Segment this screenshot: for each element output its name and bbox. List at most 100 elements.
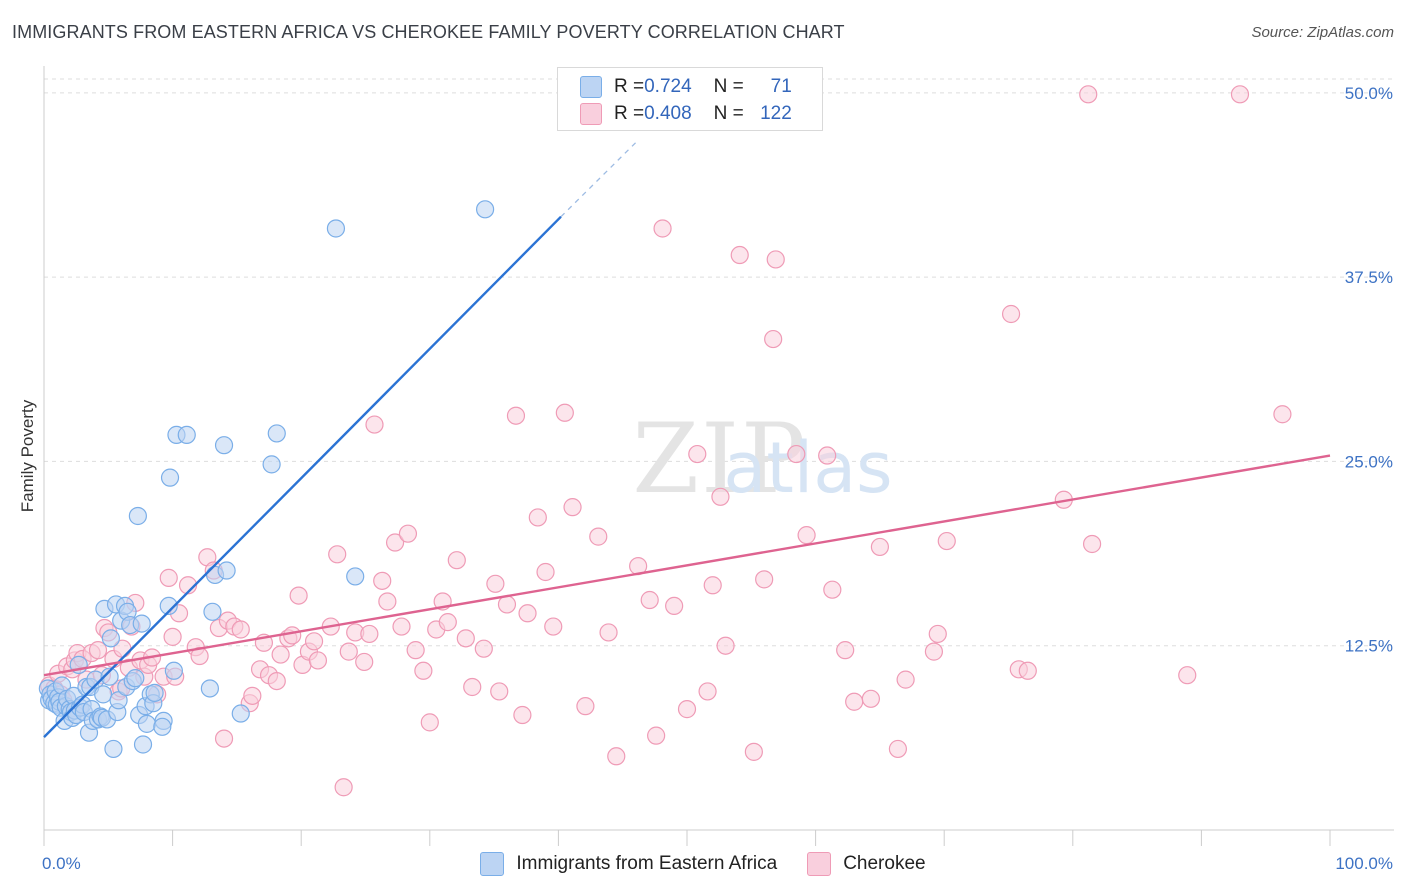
legend-row-eastern-africa: R = 0.724 N = 71 [580, 75, 792, 99]
data-point [339, 642, 358, 661]
data-point [589, 527, 608, 546]
y-tick-labels: 12.5% 25.0% 37.5% 50.0% [1345, 84, 1393, 656]
data-point [818, 446, 837, 465]
data-point [665, 596, 684, 616]
data-point [328, 545, 347, 564]
data-point [398, 524, 418, 543]
data-point [1178, 666, 1197, 685]
y-axis-label: Family Poverty [18, 399, 37, 513]
y-tick-label: 37.5% [1345, 268, 1393, 287]
data-point [132, 614, 151, 633]
data-point [518, 604, 537, 623]
data-point [94, 685, 113, 704]
x-tick-label: 0.0% [42, 854, 81, 873]
data-point [711, 487, 730, 506]
data-point [1230, 85, 1250, 104]
data-point [730, 245, 749, 265]
data-point [283, 626, 302, 645]
legend-r-label: R = [614, 103, 645, 124]
data-point [133, 735, 153, 754]
data-point [607, 747, 626, 766]
legend-r-value: 0.724 [644, 76, 692, 97]
data-point [271, 645, 290, 664]
data-point [755, 570, 774, 589]
data-point [267, 671, 286, 691]
legend-n-value: 71 [770, 76, 792, 97]
data-point [845, 692, 864, 711]
legend-swatch-pink [580, 103, 602, 125]
data-point [406, 641, 425, 660]
data-point [486, 574, 505, 593]
data-point [555, 403, 574, 422]
y-tick-label: 25.0% [1345, 452, 1393, 471]
data-point [153, 717, 172, 736]
data-point [200, 679, 219, 698]
data-point [888, 739, 908, 759]
data-point [360, 624, 379, 644]
data-point [214, 729, 234, 748]
data-point [145, 683, 164, 702]
legend-n-value: 122 [760, 103, 792, 124]
data-point [100, 667, 119, 686]
data-point [163, 627, 182, 646]
legend-label: Cherokee [843, 853, 926, 874]
data-point [797, 526, 816, 545]
legend-swatch-blue [480, 852, 505, 876]
data-point [1018, 661, 1037, 680]
trend-line-extension [560, 141, 638, 218]
data-point [474, 639, 493, 658]
data-point [420, 713, 439, 732]
data-point [640, 590, 659, 610]
data-point [385, 533, 405, 552]
data-point [159, 568, 178, 587]
data-point [392, 617, 411, 636]
data-point [896, 670, 915, 689]
y-tick-label: 50.0% [1345, 84, 1393, 103]
data-point [506, 406, 526, 425]
trend-lines [43, 141, 1331, 738]
data-point [490, 682, 509, 701]
data-point [365, 415, 384, 434]
data-point [924, 642, 944, 661]
data-point [544, 617, 563, 636]
data-point [203, 602, 222, 621]
data-point [456, 629, 475, 648]
data-point [308, 651, 328, 670]
data-point [217, 561, 236, 580]
data-point [231, 704, 250, 723]
data-point [688, 444, 707, 464]
data-point [599, 623, 618, 642]
data-point [703, 576, 722, 595]
source-credit: Source: ZipAtlas.com [1251, 24, 1394, 41]
data-point [334, 778, 353, 797]
data-point [563, 498, 582, 517]
data-point [101, 629, 120, 648]
x-tick-labels: 0.0% 100.0% [42, 854, 1393, 873]
data-point [937, 531, 956, 551]
data-point [463, 677, 482, 697]
data-point [716, 636, 735, 655]
legend-n-label: N = [713, 103, 744, 124]
data-point [378, 592, 397, 611]
data-point [836, 641, 855, 660]
data-point [744, 742, 763, 761]
legend-r-value: 0.408 [644, 103, 692, 124]
data-point [438, 613, 457, 632]
data-point [243, 686, 262, 705]
data-point [326, 219, 346, 238]
data-point [861, 689, 880, 708]
data-point [513, 705, 532, 725]
chart-title: IMMIGRANTS FROM EASTERN AFRICA VS CHEROK… [12, 22, 845, 42]
data-point [373, 571, 392, 590]
legend-n-label: N = [713, 76, 744, 97]
data-point [536, 562, 555, 582]
data-point [355, 652, 374, 672]
data-point [764, 329, 783, 349]
data-point [289, 586, 308, 605]
trend-line [43, 215, 562, 738]
data-point [928, 624, 947, 644]
data-point [475, 200, 495, 219]
data-point [576, 697, 595, 716]
axes [43, 66, 1394, 846]
data-point [497, 595, 517, 614]
